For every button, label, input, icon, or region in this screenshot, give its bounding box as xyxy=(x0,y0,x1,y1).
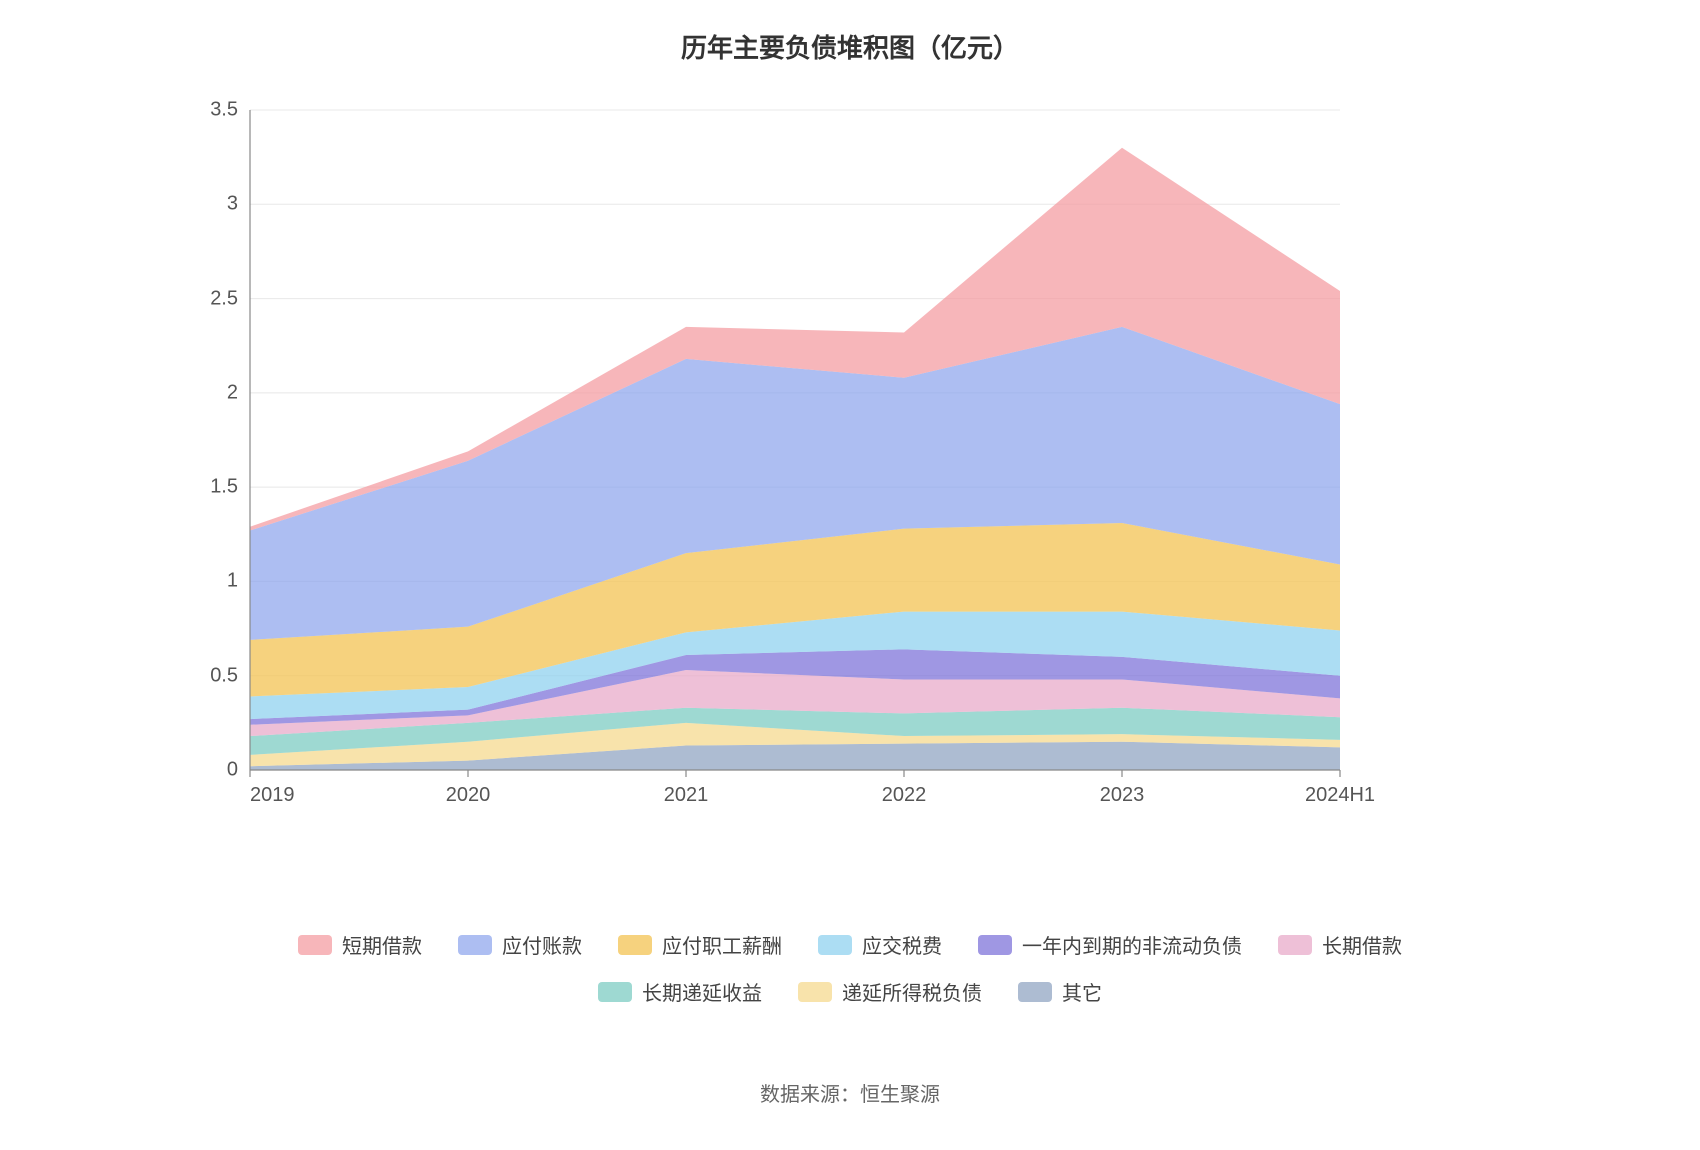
legend-swatch xyxy=(458,935,492,955)
y-tick-label: 2.5 xyxy=(210,287,238,310)
y-tick-label: 1 xyxy=(227,570,238,593)
legend-item[interactable]: 应交税费 xyxy=(818,930,942,959)
legend-item[interactable]: 应付账款 xyxy=(458,930,582,959)
x-tick-label: 2020 xyxy=(446,784,491,807)
legend-item[interactable]: 长期借款 xyxy=(1278,930,1402,959)
legend-label: 其它 xyxy=(1062,977,1102,1006)
legend-label: 应付职工薪酬 xyxy=(662,930,782,959)
y-tick-label: 3.5 xyxy=(210,99,238,122)
x-tick-label: 2022 xyxy=(882,784,927,807)
y-tick-label: 3 xyxy=(227,193,238,216)
x-tick-label: 2023 xyxy=(1100,784,1145,807)
plot-svg xyxy=(250,110,1340,770)
legend-label: 一年内到期的非流动负债 xyxy=(1022,930,1242,959)
y-tick-label: 0.5 xyxy=(210,664,238,687)
legend: 短期借款 应付账款 应付职工薪酬 应交税费 一年内到期的非流动负债 长期借款长期递延收益 递… xyxy=(0,930,1700,1006)
legend-label: 长期递延收益 xyxy=(642,977,762,1006)
legend-swatch xyxy=(978,935,1012,955)
legend-swatch xyxy=(818,935,852,955)
legend-swatch xyxy=(1278,935,1312,955)
data-source: 数据来源：恒生聚源 xyxy=(0,1078,1700,1107)
x-tick-label: 2019 xyxy=(250,784,295,807)
legend-item[interactable]: 应付职工薪酬 xyxy=(618,930,782,959)
chart-title: 历年主要负债堆积图（亿元） xyxy=(0,28,1700,65)
legend-item[interactable]: 长期递延收益 xyxy=(598,977,762,1006)
legend-label: 递延所得税负债 xyxy=(842,977,982,1006)
x-tick-label: 2021 xyxy=(664,784,709,807)
legend-swatch xyxy=(798,982,832,1002)
legend-label: 应交税费 xyxy=(862,930,942,959)
legend-label: 短期借款 xyxy=(342,930,422,959)
legend-item[interactable]: 递延所得税负债 xyxy=(798,977,982,1006)
legend-label: 应付账款 xyxy=(502,930,582,959)
y-tick-label: 2 xyxy=(227,381,238,404)
plot-area: 00.511.522.533.5 20192020202120222023202… xyxy=(250,110,1340,770)
legend-label: 长期借款 xyxy=(1322,930,1402,959)
y-tick-label: 0 xyxy=(227,759,238,782)
legend-swatch xyxy=(298,935,332,955)
legend-swatch xyxy=(618,935,652,955)
legend-swatch xyxy=(1018,982,1052,1002)
legend-item[interactable]: 其它 xyxy=(1018,977,1102,1006)
legend-item[interactable]: 一年内到期的非流动负债 xyxy=(978,930,1242,959)
x-tick-label: 2024H1 xyxy=(1305,784,1375,807)
stacked-area-chart: 历年主要负债堆积图（亿元） 00.511.522.533.5 201920202… xyxy=(0,0,1700,1150)
legend-swatch xyxy=(598,982,632,1002)
legend-item[interactable]: 短期借款 xyxy=(298,930,422,959)
y-tick-label: 1.5 xyxy=(210,476,238,499)
